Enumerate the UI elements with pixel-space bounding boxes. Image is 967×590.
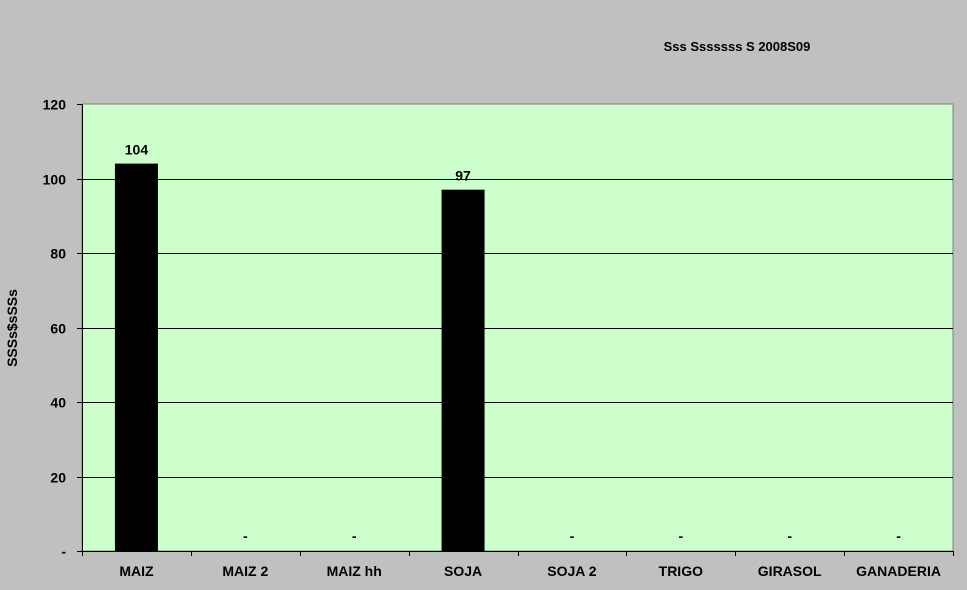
data-label: - (678, 528, 683, 544)
data-label: - (352, 528, 357, 544)
y-tick-label: - (61, 544, 66, 560)
bar (114, 163, 158, 551)
data-label: - (896, 528, 901, 544)
x-tick-label: GANADERIA (856, 563, 941, 579)
plot-area (81, 103, 954, 552)
chart-title: Sss Sssssss S 2008S09 (664, 39, 811, 54)
x-tick-label: MAIZ 2 (222, 563, 268, 579)
bars (114, 163, 485, 552)
x-tick-label: SOJA 2 (547, 563, 596, 579)
y-tick-label: 20 (50, 470, 66, 486)
y-tick-label: 60 (50, 321, 66, 337)
y-tick-label: 120 (43, 97, 67, 113)
x-tick-label: GIRASOL (758, 563, 822, 579)
data-label: - (787, 528, 792, 544)
y-tick-label: 80 (50, 246, 66, 262)
x-tick-label: MAIZ (119, 563, 154, 579)
x-tick-label: MAIZ hh (327, 563, 382, 579)
data-labels: 104 - - 97 - - - - (125, 142, 901, 544)
y-axis-ticks: - 20 40 60 80 100 120 (43, 97, 82, 560)
data-label: 104 (125, 142, 149, 158)
x-axis-ticks: MAIZ MAIZ 2 MAIZ hh SOJA SOJA 2 TRIGO GIRASOL G… (82, 551, 954, 579)
bar (441, 189, 485, 552)
x-tick-label: SOJA (444, 563, 482, 579)
data-label: 97 (455, 168, 471, 184)
data-label: - (570, 528, 575, 544)
data-label: - (243, 528, 248, 544)
x-tick-label: TRIGO (659, 563, 703, 579)
y-tick-label: 40 (50, 395, 66, 411)
gridlines (82, 179, 953, 478)
y-tick-label: 100 (43, 172, 67, 188)
y-axis-label: SSSs$sSSs (4, 289, 20, 367)
axes (82, 104, 953, 552)
